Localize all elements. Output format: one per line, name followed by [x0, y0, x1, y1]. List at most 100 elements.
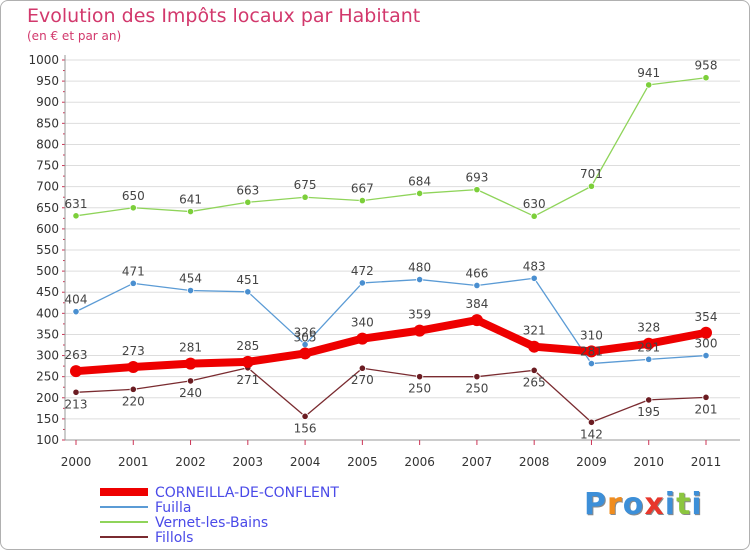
data-label-Fillols: 156 — [294, 421, 317, 435]
data-point-Fillols — [301, 412, 309, 420]
data-point-CORNEILLA-DE-CONFLENT — [299, 347, 312, 360]
data-label-Vernet-les-Bains: 631 — [65, 197, 88, 211]
data-label-Fillols: 271 — [236, 373, 259, 387]
data-label-CORNEILLA-DE-CONFLENT: 285 — [236, 339, 259, 353]
y-tick-label: 400 — [36, 306, 59, 320]
y-tick-label: 250 — [36, 370, 59, 384]
data-label-CORNEILLA-DE-CONFLENT: 328 — [637, 321, 660, 335]
data-point-Vernet-les-Bains — [72, 212, 80, 220]
y-tick-label: 550 — [36, 243, 59, 257]
x-tick-label: 2002 — [175, 455, 206, 469]
data-label-Vernet-les-Bains: 675 — [294, 178, 317, 192]
data-point-Fillols — [129, 385, 137, 393]
data-label-Fillols: 213 — [65, 397, 88, 411]
y-tick-label: 650 — [36, 201, 59, 215]
data-point-Fillols — [72, 388, 80, 396]
data-point-CORNEILLA-DE-CONFLENT — [70, 365, 82, 378]
proxiti-logo: Proxiti — [584, 487, 703, 522]
series-line-CORNEILLA-DE-CONFLENT — [72, 316, 710, 376]
data-point-CORNEILLA-DE-CONFLENT — [642, 337, 655, 350]
data-label-Fuilla: 471 — [122, 264, 145, 278]
x-tick-label: 2009 — [576, 455, 607, 469]
data-point-CORNEILLA-DE-CONFLENT — [700, 326, 712, 339]
data-point-Vernet-les-Bains — [301, 193, 309, 201]
data-point-CORNEILLA-DE-CONFLENT — [241, 355, 254, 368]
x-tick-label: 2003 — [233, 455, 264, 469]
legend-label-Vernet-les-Bains: Vernet-les-Bains — [155, 515, 268, 531]
data-label-Vernet-les-Bains: 958 — [695, 59, 718, 73]
data-label-Vernet-les-Bains: 663 — [236, 183, 259, 197]
data-point-Fuilla — [72, 308, 80, 316]
series-line-Fuilla — [75, 277, 707, 365]
data-point-CORNEILLA-DE-CONFLENT — [528, 340, 541, 353]
data-label-CORNEILLA-DE-CONFLENT: 281 — [179, 341, 202, 355]
data-label-CORNEILLA-DE-CONFLENT: 359 — [408, 308, 431, 322]
legend-label-Fillols: Fillols — [155, 530, 193, 546]
data-point-Fuilla — [416, 275, 424, 284]
y-tick-label: 150 — [36, 412, 59, 426]
data-point-Fillols — [645, 396, 653, 404]
data-point-Fillols — [186, 377, 195, 385]
data-label-Fillols: 250 — [465, 382, 488, 396]
data-point-Vernet-les-Bains — [702, 74, 710, 82]
data-point-Fuilla — [244, 288, 252, 296]
x-tick-label: 2006 — [404, 455, 435, 469]
data-label-Fillols: 240 — [179, 386, 202, 400]
logo-letter: i — [664, 487, 677, 522]
legend-label-Fuilla: Fuilla — [155, 500, 191, 516]
data-label-CORNEILLA-DE-CONFLENT: 263 — [65, 348, 88, 362]
y-tick-label: 900 — [36, 95, 59, 109]
x-tick-label: 2005 — [347, 455, 378, 469]
data-point-Fillols — [358, 364, 366, 372]
data-point-Fillols — [702, 393, 710, 401]
data-point-Vernet-les-Bains — [645, 81, 653, 89]
y-tick-label: 950 — [36, 74, 59, 88]
data-point-Fillols — [473, 373, 481, 381]
data-label-Fuilla: 291 — [637, 340, 660, 354]
data-label-Fuilla: 326 — [294, 326, 317, 340]
data-label-Vernet-les-Bains: 701 — [580, 167, 603, 181]
y-tick-label: 300 — [36, 349, 59, 363]
y-tick-label: 100 — [36, 433, 59, 447]
data-label-Vernet-les-Bains: 641 — [179, 193, 202, 207]
data-label-Fillols: 201 — [695, 402, 718, 416]
x-tick-label: 2000 — [61, 455, 92, 469]
data-label-Fuilla: 483 — [523, 259, 546, 273]
data-point-Vernet-les-Bains — [587, 182, 596, 190]
data-label-CORNEILLA-DE-CONFLENT: 340 — [351, 316, 374, 330]
data-point-Fuilla — [358, 279, 366, 287]
data-label-Vernet-les-Bains: 650 — [122, 189, 145, 203]
y-tick-label: 700 — [36, 180, 59, 194]
data-point-CORNEILLA-DE-CONFLENT — [356, 332, 369, 345]
logo-letter: i — [691, 487, 703, 522]
data-point-Fuilla — [186, 286, 195, 295]
y-tick-label: 850 — [36, 116, 59, 130]
data-label-Vernet-les-Bains: 684 — [408, 174, 431, 188]
data-label-Fillols: 195 — [637, 405, 660, 419]
data-point-CORNEILLA-DE-CONFLENT — [184, 357, 197, 370]
chart-title: Evolution des Impôts locaux par Habitant — [27, 5, 421, 27]
x-tick-label: 2010 — [633, 455, 664, 469]
data-point-Fillols — [416, 373, 424, 381]
x-tick-label: 2004 — [290, 455, 321, 469]
chart-subtitle: (en € et par an) — [27, 29, 122, 43]
data-label-CORNEILLA-DE-CONFLENT: 305 — [294, 330, 317, 344]
data-label-Fuilla: 281 — [580, 345, 603, 359]
data-label-Fuilla: 451 — [236, 273, 259, 287]
data-point-Fuilla — [587, 359, 596, 368]
data-label-Vernet-les-Bains: 693 — [465, 171, 488, 185]
data-label-CORNEILLA-DE-CONFLENT: 310 — [580, 328, 603, 342]
data-point-Fuilla — [473, 281, 481, 290]
data-label-CORNEILLA-DE-CONFLENT: 273 — [122, 344, 145, 358]
data-label-Fuilla: 300 — [695, 337, 718, 351]
data-point-Fuilla — [645, 355, 653, 363]
data-point-CORNEILLA-DE-CONFLENT — [585, 345, 598, 358]
x-tick-label: 2007 — [462, 455, 493, 469]
y-tick-label: 1000 — [28, 53, 59, 67]
legend-label-CORNEILLA-DE-CONFLENT: CORNEILLA-DE-CONFLENT — [155, 485, 339, 501]
data-point-Vernet-les-Bains — [186, 207, 195, 216]
data-label-Fuilla: 466 — [465, 266, 488, 280]
data-point-Fillols — [587, 418, 596, 426]
data-label-Fillols: 142 — [580, 427, 603, 441]
